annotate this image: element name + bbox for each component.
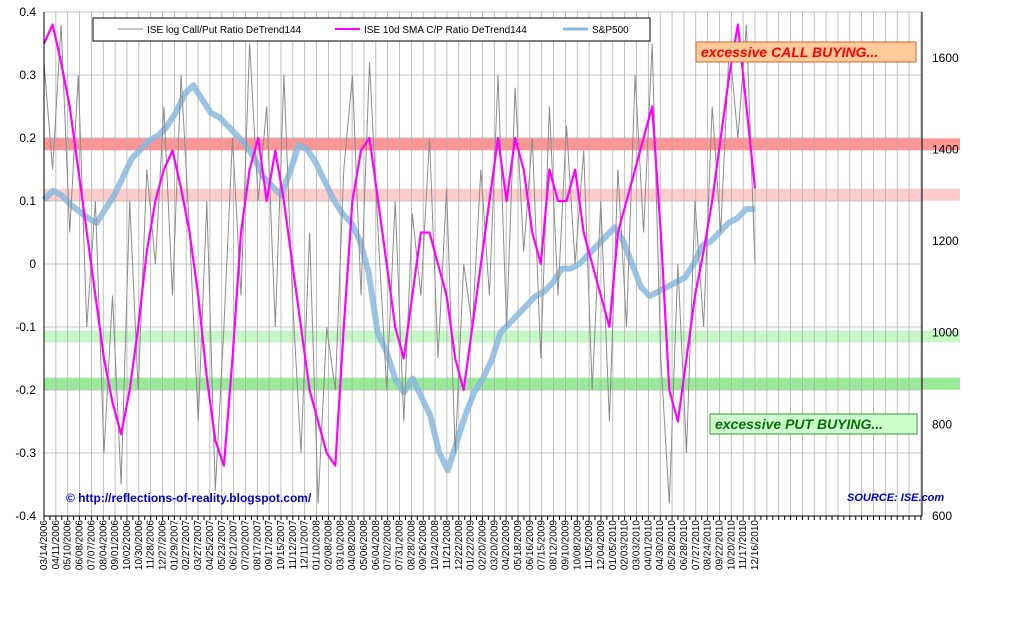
x-tick-label: 12/27/2006 [158,520,169,570]
x-tick-label: 03/14/2006 [39,520,50,570]
y2-tick-label: 600 [932,509,952,523]
series-detrend [43,24,756,504]
y2-tick-label: 1000 [932,326,959,340]
credit-text: © http://reflections-of-reality.blogspot… [66,491,312,505]
x-tick-label: 07/02/2008 [383,520,394,570]
x-tick-label: 08/17/2007 [252,520,263,570]
x-tick-label: 05/06/2008 [359,520,370,570]
x-tick-label: 10/15/2007 [276,520,287,570]
x-tick-label: 11/28/2006 [146,520,157,570]
y-tick-label: -0.1 [15,320,36,334]
call-buying-callout: excessive CALL BUYING... [695,41,917,63]
x-tick-label: 11/21/2008 [442,520,453,570]
x-tick-label: 06/04/2008 [371,520,382,570]
y-tick-label: -0.4 [15,509,36,523]
x-tick-label: 10/30/2006 [134,520,145,570]
y-tick-label: 0 [29,257,36,271]
x-tick-label: 07/20/2007 [240,520,251,570]
y-tick-label: 0.1 [19,194,36,208]
legend-entry-sma: ISE 10d SMA C/P Ratio DeTrend144 [364,25,527,36]
legend: ISE log Call/Put Ratio DeTrend144 ISE 10… [92,17,651,42]
legend-box [92,17,651,42]
x-tick-label: 03/27/2007 [193,520,204,570]
x-tick-label: 06/28/2010 [679,520,690,570]
x-tick-label: 02/20/2009 [477,520,488,570]
x-tick-label: 07/27/2010 [691,520,702,570]
threshold-band-3 [44,377,960,390]
call-buying-label: excessive CALL BUYING... [701,44,878,60]
y-tick-label: -0.2 [15,383,36,397]
x-tick-label: 12/22/2008 [454,520,465,570]
x-tick-label: 04/25/2007 [205,520,216,570]
x-tick-label: 05/18/2009 [513,520,524,570]
source-text: SOURCE: ISE.com [847,492,944,504]
x-tick-label: 09/10/2009 [560,520,571,570]
y2-tick-label: 1600 [932,51,959,65]
x-tick-label: 12/11/2007 [300,520,311,570]
put-buying-label: excessive PUT BUYING... [715,416,883,432]
x-tick-label: 08/24/2010 [703,520,714,570]
series-sma [42,23,757,467]
y-tick-label: 0.4 [19,5,36,19]
x-tick-label: 06/08/2006 [75,520,86,570]
x-tick-label: 09/17/2007 [264,520,275,570]
x-tick-label: 10/24/2008 [430,520,441,570]
x-tick-label: 10/08/2009 [572,520,583,570]
x-tick-label: 03/10/2008 [335,520,346,570]
x-tick-label: 04/20/2009 [501,520,512,570]
x-tick-label: 03/20/2009 [489,520,500,570]
x-tick-label: 08/28/2008 [406,520,417,570]
x-tick-label: 02/03/2010 [620,520,631,570]
legend-entry-sp500: S&P500 [592,25,629,36]
x-tick-label: 09/26/2008 [418,520,429,570]
x-tick-label: 03/03/2010 [632,520,643,570]
x-tick-label: 12/16/2010 [750,520,761,570]
x-tick-label: 04/30/2010 [655,520,666,570]
x-tick-label: 06/16/2009 [525,520,536,570]
x-tick-label: 02/27/2007 [181,520,192,570]
x-tick-label: 09/22/2010 [714,520,725,570]
x-tick-label: 01/05/2010 [608,520,619,570]
x-tick-label: 08/04/2006 [98,520,109,570]
x-tick-label: 01/10/2008 [312,520,323,570]
put-buying-callout: excessive PUT BUYING... [709,413,918,435]
y-tick-label: 0.3 [19,68,36,82]
legend-entry-detrend: ISE log Call/Put Ratio DeTrend144 [147,25,302,36]
x-tick-label: 11/05/2009 [584,520,595,570]
y2-tick-label: 1400 [932,142,959,156]
x-tick-label: 04/01/2010 [643,520,654,570]
x-tick-label: 07/15/2009 [537,520,548,570]
x-tick-label: 07/31/2008 [395,520,406,570]
x-tick-label: 01/29/2007 [169,520,180,570]
x-tick-label: 02/08/2008 [323,520,334,570]
threshold-band-0 [44,138,960,151]
x-tick-label: 08/12/2009 [549,520,560,570]
x-tick-label: 04/11/2006 [51,520,62,570]
put-buying-box [709,413,918,435]
x-tick-label: 11/17/2010 [738,520,749,570]
y2-tick-label: 800 [932,417,952,431]
x-tick-label: 01/22/2009 [466,520,477,570]
y2-tick-label: 1200 [932,234,959,248]
x-tick-label: 07/07/2006 [86,520,97,570]
x-tick-label: 05/23/2007 [217,520,228,570]
x-tick-label: 09/01/2006 [110,520,121,570]
x-tick-label: 11/12/2007 [288,520,299,570]
x-tick-label: 10/02/2006 [122,520,133,570]
x-tick-label: 05/28/2010 [667,520,678,570]
x-tick-label: 04/08/2008 [347,520,358,570]
call-buying-box [695,41,917,63]
x-tick-label: 05/10/2006 [63,520,74,570]
y-tick-label: -0.3 [15,446,36,460]
x-tick-label: 10/20/2010 [726,520,737,570]
x-tick-label: 12/04/2009 [596,520,607,570]
y-tick-label: 0.2 [19,131,36,145]
x-tick-label: 06/21/2007 [229,520,240,570]
